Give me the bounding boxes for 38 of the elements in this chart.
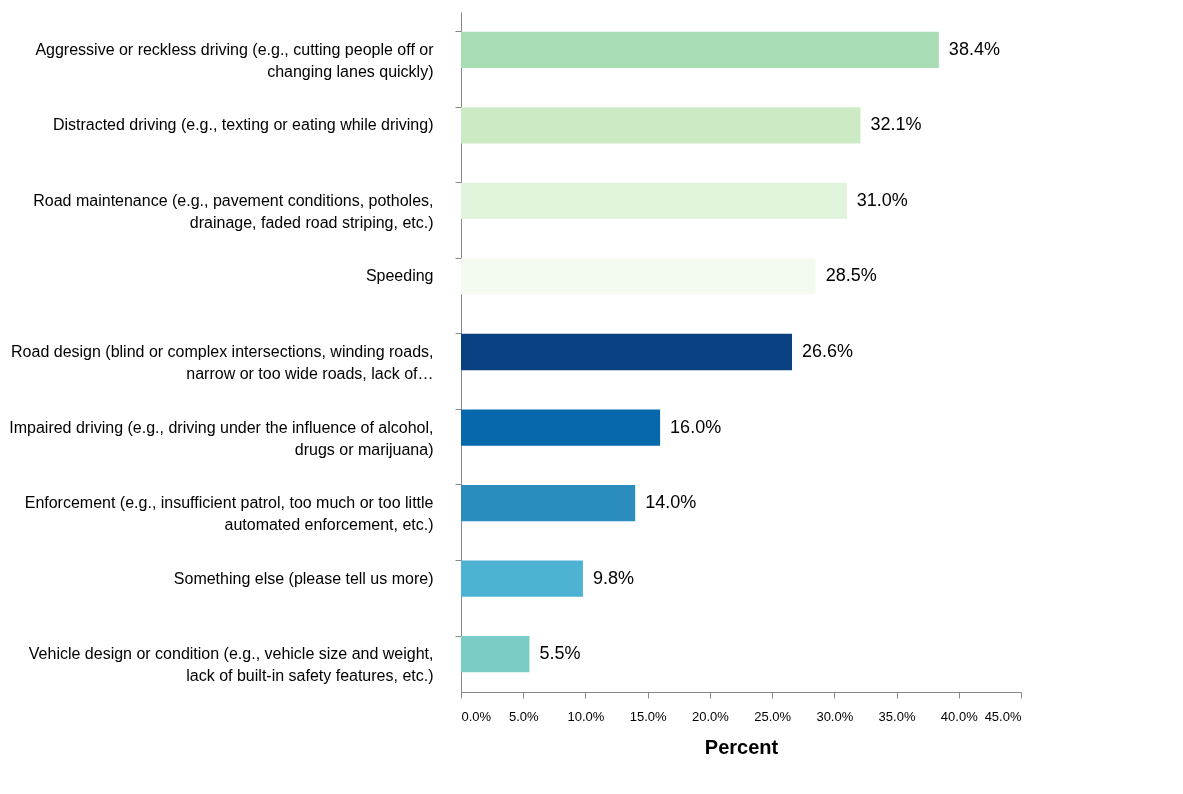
x-tick-label: 0.0% (461, 708, 492, 724)
y-tick-label: Road design (blind or complex intersections, winding roads, narrow or too wide roads, lack of… (11, 343, 434, 382)
x-axis-title: Percent (704, 735, 779, 758)
data-label: 28.5% (825, 265, 877, 286)
bar (461, 182, 847, 220)
y-tick-label: Impaired driving (e.g., driving under the influence of alcohol, drugs or marijuana) (9, 418, 434, 458)
x-tick-label: 35.0% (878, 708, 916, 724)
data-label: 9.8% (592, 567, 634, 588)
bar (461, 333, 793, 371)
data-label: 14.0% (645, 492, 697, 513)
bar (461, 636, 530, 673)
bar (461, 409, 661, 446)
x-tick-label: 30.0% (816, 708, 854, 724)
x-tick-label: 45.0% (984, 708, 1022, 724)
bar (461, 107, 861, 144)
bar (461, 560, 583, 597)
x-tick-label: 15.0% (629, 708, 668, 724)
bar (461, 258, 816, 295)
data-label: 26.6% (802, 341, 854, 361)
y-tick-label: Vehicle design or condition (e.g., vehicle size and weight, lack of built-in safety features, etc.) (28, 645, 434, 685)
data-label: 32.1% (870, 114, 922, 135)
y-tick-label: Enforcement (e.g., insufficient patrol, too much or too little automated enforcement, etc.) (24, 494, 434, 534)
y-tick-label: Aggressive or reckless driving (e.g., cutting people off or changing lanes quickly) (35, 40, 435, 80)
data-label: 31.0% (856, 189, 908, 210)
bar (461, 31, 939, 68)
x-tick-label: 10.0% (567, 708, 605, 724)
x-tick-label: 40.0% (940, 708, 979, 724)
y-tick-label: Distracted driving (e.g., texting or eating while driving) (52, 116, 434, 134)
data-label: 16.0% (670, 416, 722, 437)
y-tick-label: Road maintenance (e.g., pavement conditions, potholes, drainage, faded road striping, etc.) (33, 191, 434, 231)
x-tick-label: 20.0% (691, 708, 730, 724)
y-tick-label: Speeding (365, 267, 434, 285)
data-label: 38.4% (948, 38, 1000, 59)
x-tick-label: 25.0% (754, 708, 792, 724)
y-tick-label: Something else (please tell us more) (173, 569, 434, 587)
data-label: 5.5% (539, 643, 581, 664)
bar (461, 484, 636, 522)
x-tick-label: 5.0% (508, 708, 539, 724)
